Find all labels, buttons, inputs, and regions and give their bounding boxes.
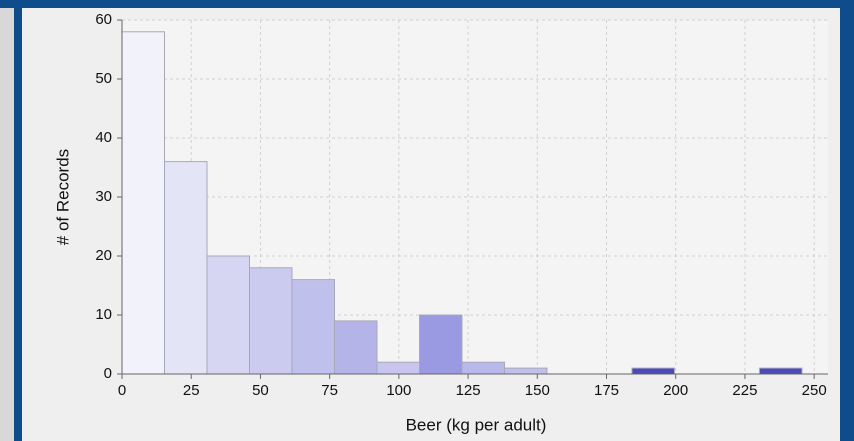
x-tick-label: 225 (732, 382, 757, 399)
x-tick-label: 250 (802, 382, 827, 399)
y-tick-label: 40 (95, 129, 112, 146)
bar (291, 279, 335, 375)
side-strip (0, 8, 14, 441)
x-tick-label: 25 (183, 382, 200, 399)
x-tick-label: 50 (252, 382, 269, 399)
bar (333, 320, 378, 375)
x-tick-label: 75 (321, 382, 338, 399)
x-tick-label: 150 (525, 382, 550, 399)
bar (248, 267, 293, 375)
x-tick-label: 0 (118, 382, 126, 399)
bar (461, 361, 505, 375)
bar (206, 255, 250, 375)
y-tick-label: 20 (95, 247, 112, 264)
x-tick-label: 125 (456, 382, 481, 399)
bar (121, 31, 165, 375)
bar (758, 367, 803, 375)
bar (631, 367, 675, 375)
y-tick-label: 30 (95, 188, 112, 205)
x-tick-label: 200 (663, 382, 688, 399)
y-tick-label: 60 (95, 11, 112, 28)
y-axis-label: # of Records (53, 149, 72, 245)
y-tick-label: 10 (95, 306, 112, 323)
y-tick-label: 0 (104, 365, 112, 382)
x-axis-label: Beer (kg per adult) (406, 415, 547, 434)
bar (376, 361, 420, 375)
bar (163, 161, 208, 375)
x-tick-label: 100 (386, 382, 411, 399)
bar (418, 314, 463, 375)
y-tick-label: 50 (95, 70, 112, 87)
bar (503, 367, 548, 375)
x-tick-label: 175 (594, 382, 619, 399)
